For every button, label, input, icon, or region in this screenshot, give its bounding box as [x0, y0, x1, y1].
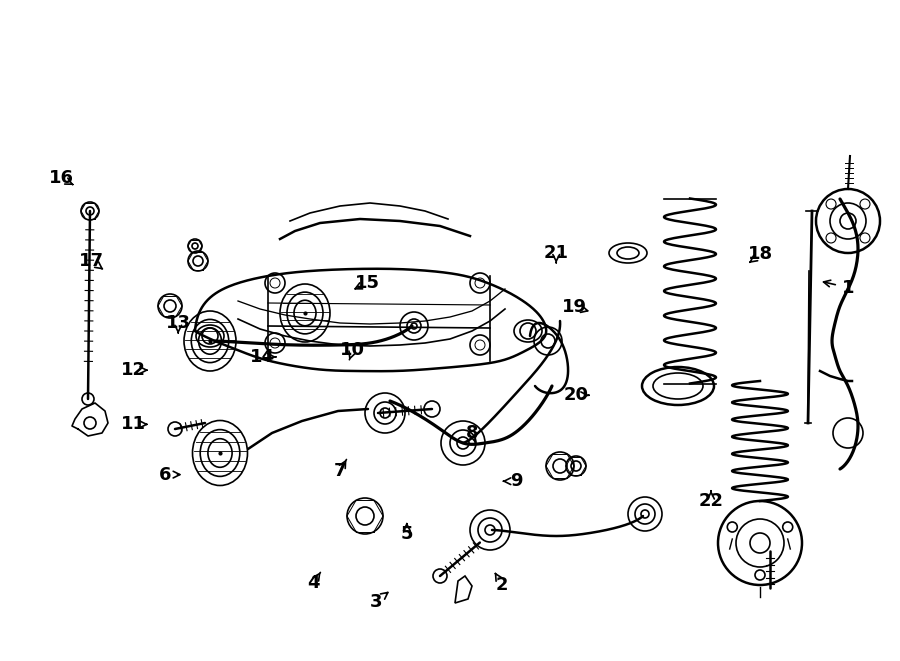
Text: 21: 21 [544, 243, 569, 262]
Text: 6: 6 [158, 465, 171, 484]
Text: 14: 14 [250, 348, 275, 366]
Text: 5: 5 [400, 525, 413, 543]
Text: 12: 12 [121, 361, 146, 379]
Text: 16: 16 [49, 169, 74, 188]
Text: 22: 22 [698, 492, 724, 510]
Text: 10: 10 [340, 341, 365, 360]
Text: 19: 19 [562, 298, 587, 317]
Text: 3: 3 [370, 592, 382, 611]
Text: 7: 7 [334, 461, 346, 480]
Text: 1: 1 [842, 278, 854, 297]
Text: 20: 20 [563, 386, 589, 405]
Text: 17: 17 [79, 252, 104, 270]
Text: 18: 18 [748, 245, 773, 264]
Text: 2: 2 [496, 576, 508, 594]
Text: 9: 9 [510, 472, 523, 490]
Text: 15: 15 [355, 274, 380, 292]
Text: 4: 4 [307, 574, 320, 592]
Text: 8: 8 [466, 424, 479, 442]
Text: 13: 13 [166, 313, 191, 332]
Text: 11: 11 [121, 415, 146, 434]
